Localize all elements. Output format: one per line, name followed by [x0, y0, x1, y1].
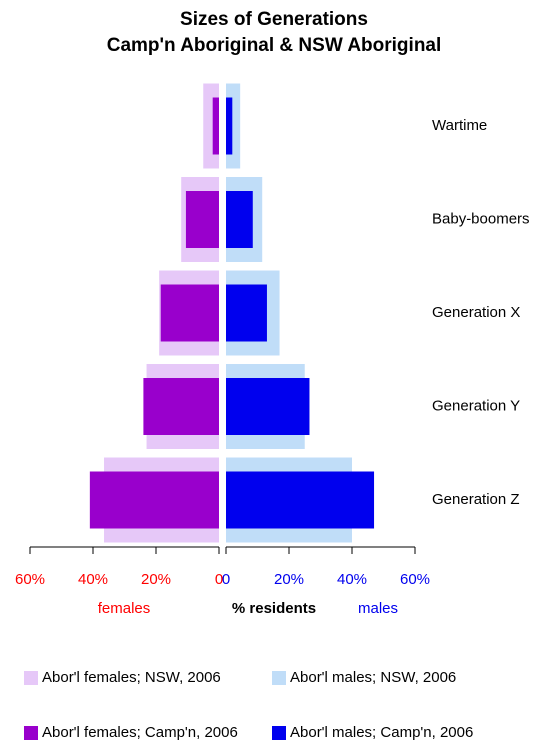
category-label: Generation X — [432, 304, 520, 321]
bar — [89, 471, 219, 529]
x-tick-label: 60% — [400, 571, 430, 588]
x-tick-label: 40% — [337, 571, 367, 588]
x-tick-label: 60% — [15, 571, 45, 588]
legend-label: Abor'l females; Camp'n, 2006 — [42, 724, 238, 741]
legend-swatch — [24, 726, 38, 740]
x-axis-label: % residents — [232, 600, 316, 617]
bar — [185, 191, 219, 248]
category-label: Wartime — [432, 117, 487, 134]
chart-subtitle: Camp'n Aboriginal & NSW Aboriginal — [107, 35, 442, 56]
bar — [226, 471, 375, 529]
bar — [160, 284, 219, 342]
category-label: Generation Y — [432, 397, 520, 414]
chart-title: Sizes of Generations — [180, 9, 368, 30]
bar — [226, 191, 253, 248]
bar — [212, 97, 219, 155]
category-label: Baby-boomers — [432, 210, 530, 227]
legend-swatch — [272, 726, 286, 740]
legend-swatch — [272, 671, 286, 685]
x-tick-label: 0 — [222, 571, 230, 588]
legend-swatch — [24, 671, 38, 685]
left-axis-label: females — [98, 600, 151, 617]
x-tick-label: 20% — [141, 571, 171, 588]
x-tick-label: 40% — [78, 571, 108, 588]
bar — [226, 378, 310, 435]
x-tick-label: 20% — [274, 571, 304, 588]
right-axis-label: males — [358, 600, 398, 617]
legend-label: Abor'l males; NSW, 2006 — [290, 669, 456, 686]
x-tick-label: 0 — [215, 571, 223, 588]
legend-label: Abor'l females; NSW, 2006 — [42, 669, 221, 686]
legend-label: Abor'l males; Camp'n, 2006 — [290, 724, 473, 741]
category-label: Generation Z — [432, 491, 520, 508]
bar — [143, 378, 219, 435]
bar — [226, 284, 267, 342]
bar — [226, 97, 233, 155]
